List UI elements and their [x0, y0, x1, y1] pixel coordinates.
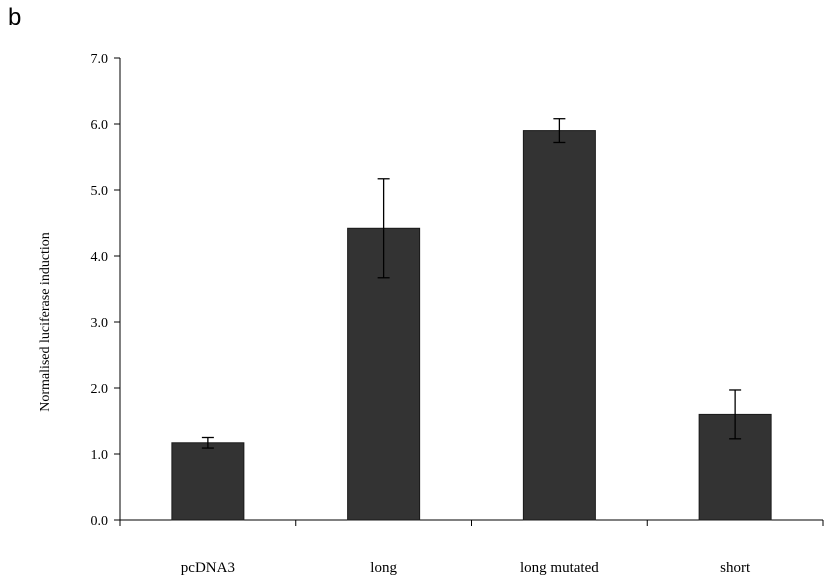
- y-axis-label: Normalised luciferase induction: [38, 232, 53, 412]
- y-tick-label: 6.0: [91, 118, 109, 133]
- y-tick-label: 2.0: [91, 382, 109, 397]
- y-tick-label: 4.0: [91, 250, 109, 265]
- plot-area: 0.0 1.0 2.0 3.0 4.0 5.0 6.0 7.0 pcDNA3 long long m…: [91, 52, 824, 576]
- y-tick-label: 0.0: [91, 514, 109, 529]
- y-tick-label: 7.0: [91, 52, 109, 67]
- y-tick-label: 3.0: [91, 316, 109, 331]
- bar: [171, 442, 245, 521]
- x-tick-label: short: [720, 560, 751, 576]
- panel-label: b: [8, 4, 22, 31]
- y-tick-label: 5.0: [91, 184, 109, 199]
- bar: [522, 130, 596, 521]
- x-tick-label: pcDNA3: [181, 560, 235, 576]
- y-tick-label: 1.0: [91, 448, 109, 463]
- x-tick-label: long mutated: [520, 560, 599, 576]
- x-tick-label: long: [370, 560, 397, 576]
